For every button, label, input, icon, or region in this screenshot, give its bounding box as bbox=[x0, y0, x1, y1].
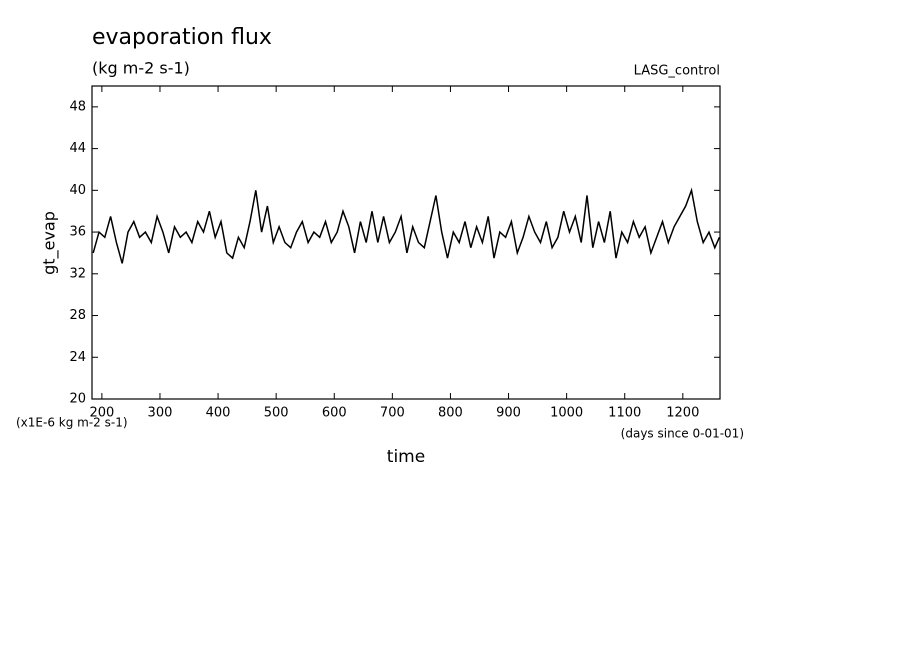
y-tick-label: 32 bbox=[69, 266, 86, 281]
x-tick-label: 300 bbox=[148, 406, 173, 421]
x-tick-label: 1100 bbox=[608, 406, 641, 421]
y-tick-label: 48 bbox=[69, 99, 86, 114]
x-tick-label: 700 bbox=[380, 406, 405, 421]
x-tick-label: 500 bbox=[264, 406, 289, 421]
y-axis-label: gt_evap bbox=[40, 211, 60, 275]
data-line bbox=[92, 187, 721, 264]
chart-title: evaporation flux bbox=[92, 25, 272, 50]
x-tick-label: 900 bbox=[496, 406, 521, 421]
y-tick-label: 24 bbox=[69, 350, 86, 365]
y-tick-label: 28 bbox=[69, 308, 86, 323]
x-tick-label: 400 bbox=[206, 406, 231, 421]
y-tick-label: 44 bbox=[69, 141, 86, 156]
x-unit-label: (days since 0-01-01) bbox=[621, 427, 744, 441]
y-tick-label: 40 bbox=[69, 183, 86, 198]
x-tick-label: 1000 bbox=[550, 406, 583, 421]
x-tick-label: 200 bbox=[89, 406, 114, 421]
x-tick-label: 800 bbox=[438, 406, 463, 421]
chart-subtitle: (kg m-2 s-1) bbox=[92, 59, 190, 78]
y-tick-label: 20 bbox=[69, 392, 86, 407]
y-unit-label: (x1E-6 kg m-2 s-1) bbox=[16, 416, 128, 430]
plot-frame bbox=[91, 85, 721, 400]
annotation: LASG_control bbox=[634, 64, 720, 79]
x-tick-label: 1200 bbox=[666, 406, 699, 421]
x-axis-label: time bbox=[387, 447, 425, 467]
y-tick-label: 36 bbox=[69, 225, 86, 240]
x-tick-label: 600 bbox=[322, 406, 347, 421]
